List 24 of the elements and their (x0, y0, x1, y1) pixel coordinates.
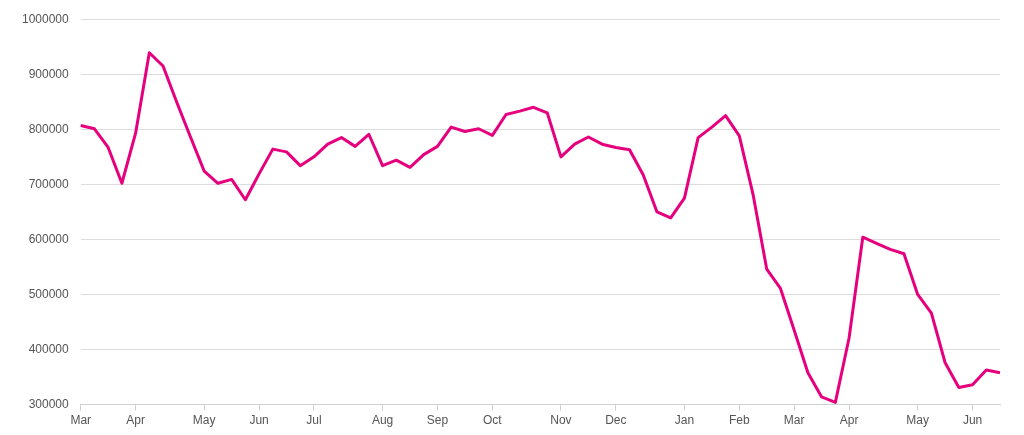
x-tick-label: Apr (839, 413, 859, 428)
x-tick-label: Nov (550, 413, 572, 428)
x-tick-label: Apr (126, 413, 145, 428)
x-tick-label: Mar (70, 413, 92, 428)
y-tick-label: 500000 (28, 286, 70, 301)
x-tick-label: Jul (306, 413, 322, 428)
x-tick-label: May (906, 413, 930, 428)
x-tick-label: Aug (371, 413, 394, 428)
y-tick-label: 900000 (28, 66, 70, 81)
y-tick-label: 600000 (28, 231, 70, 246)
x-tick-label: Sep (426, 413, 449, 428)
y-tick-label: 300000 (28, 396, 70, 411)
x-tick-label: Jun (249, 413, 269, 428)
y-tick-label: 800000 (28, 121, 70, 136)
x-tick-label: Jun (962, 413, 983, 428)
y-tick-label: 400000 (28, 341, 70, 356)
x-tick-label: Feb (728, 413, 750, 428)
x-tick-label: Oct (483, 413, 503, 428)
y-tick-label: 1000000 (22, 11, 70, 26)
x-tick-label: Mar (783, 413, 805, 428)
y-tick-label: 700000 (28, 176, 70, 191)
x-tick-label: May (192, 413, 216, 428)
x-tick-label: Dec (605, 413, 627, 428)
x-tick-label: Jan (674, 413, 695, 428)
